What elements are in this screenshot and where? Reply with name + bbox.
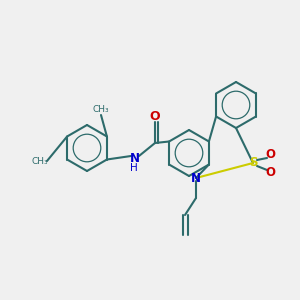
- Text: CH₃: CH₃: [32, 157, 48, 166]
- Text: S: S: [249, 157, 257, 169]
- Text: N: N: [130, 152, 140, 164]
- Text: N: N: [191, 172, 201, 184]
- Text: O: O: [150, 110, 160, 124]
- Text: O: O: [265, 167, 275, 179]
- Text: O: O: [265, 148, 275, 161]
- Text: H: H: [130, 163, 138, 173]
- Text: CH₃: CH₃: [93, 106, 109, 115]
